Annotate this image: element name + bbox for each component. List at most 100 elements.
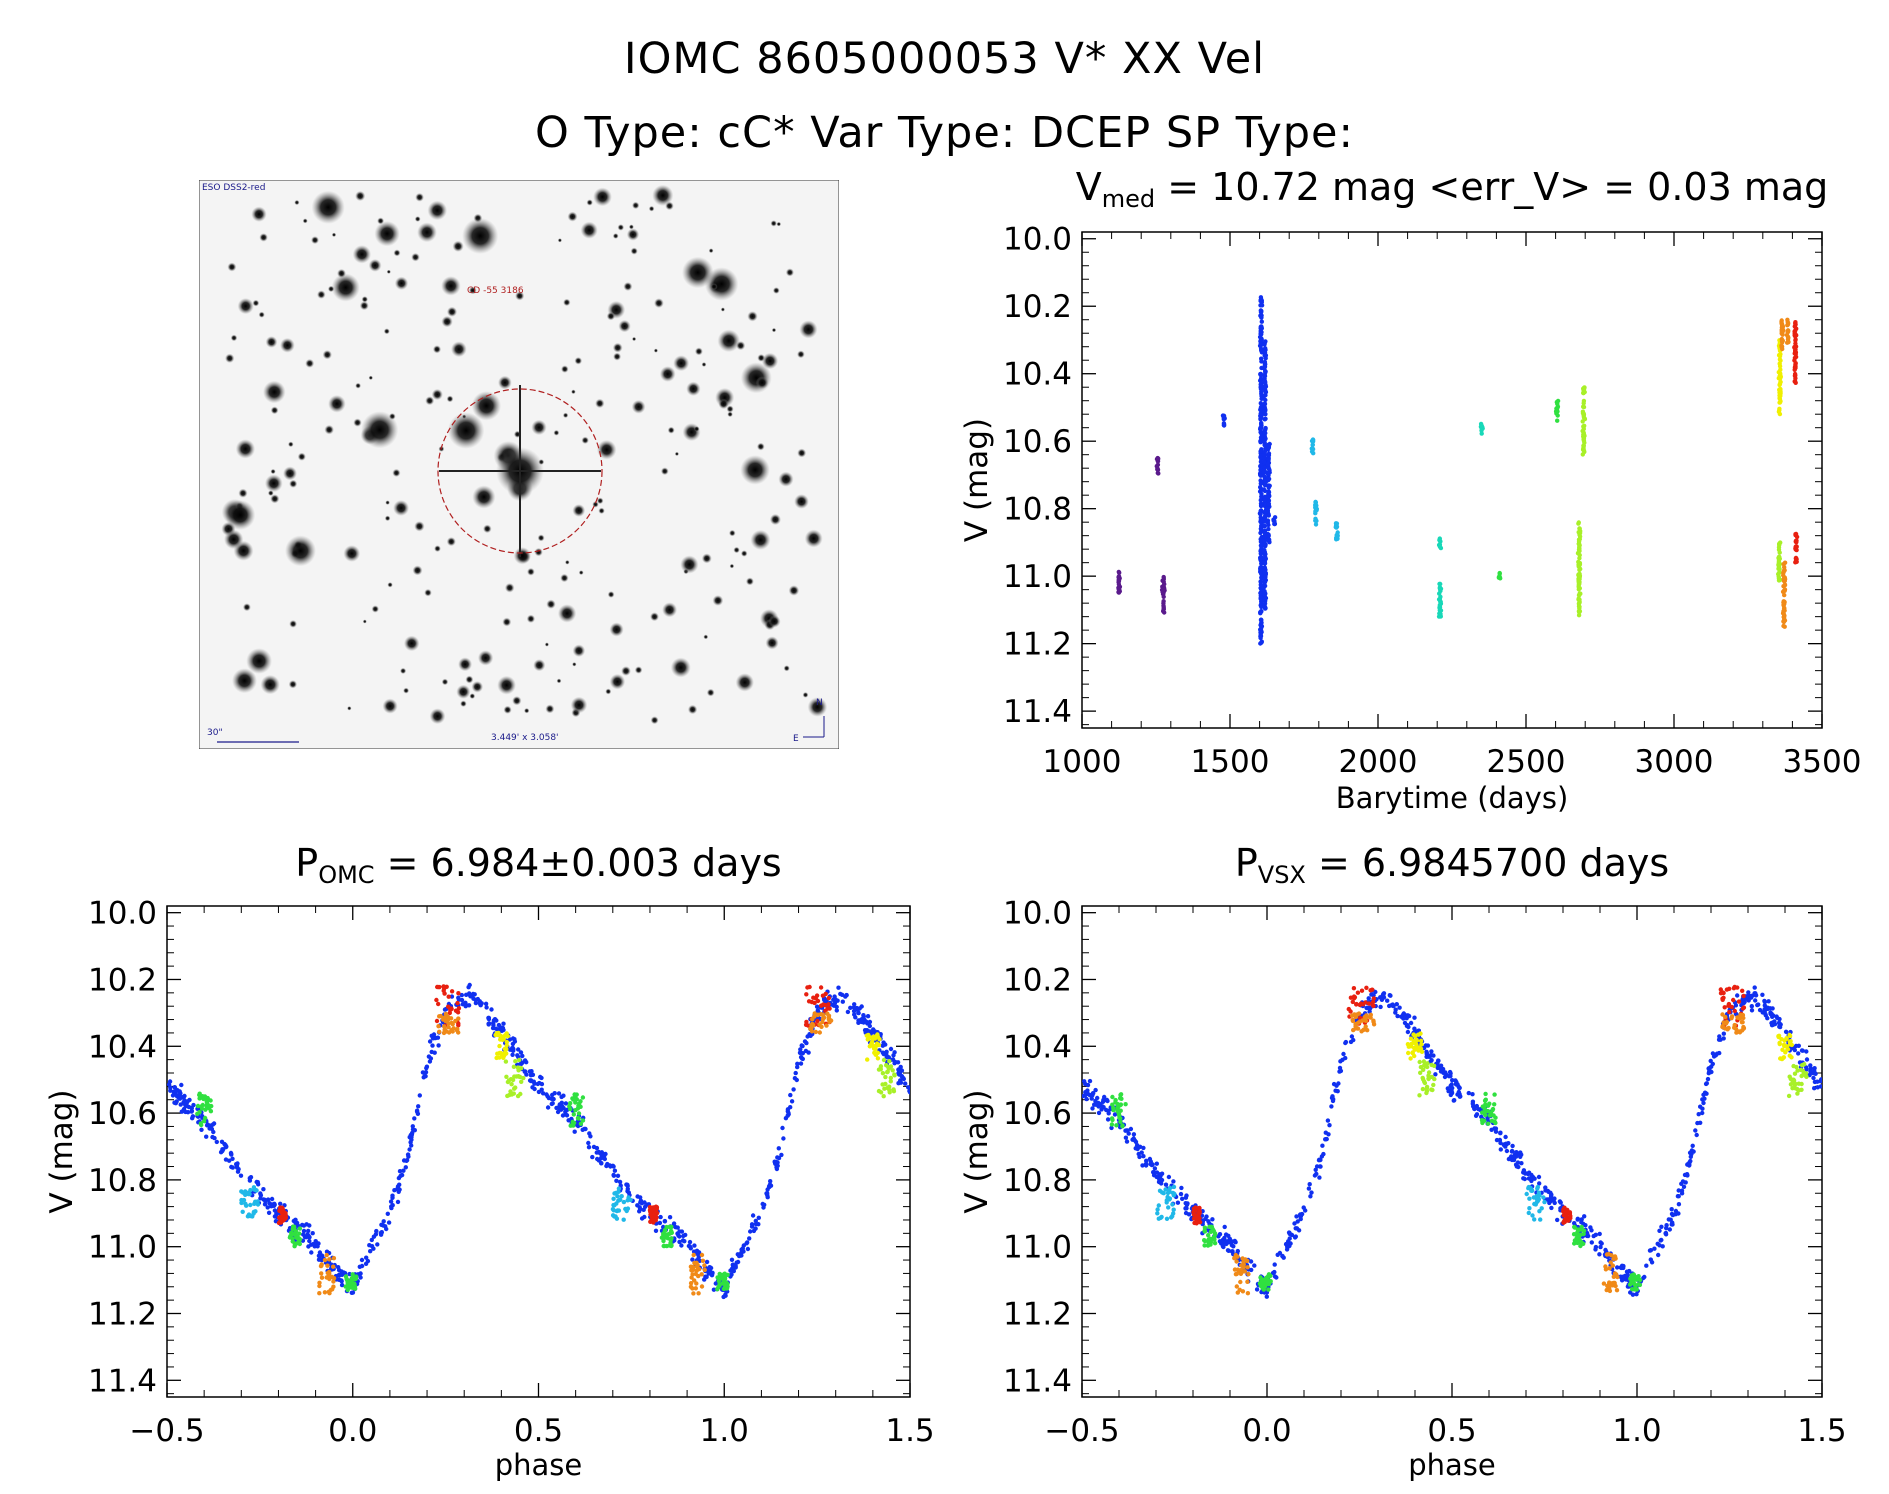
data-point [218, 1150, 224, 1155]
data-point [607, 1163, 612, 1168]
finder-star [652, 184, 674, 206]
data-point [281, 1216, 287, 1222]
data-point [1490, 1106, 1496, 1112]
data-point [1368, 1015, 1373, 1020]
data-point [1314, 1164, 1320, 1169]
finder-star [460, 700, 467, 707]
data-point [1263, 397, 1268, 403]
data-point [330, 1287, 335, 1292]
data-point [397, 1182, 402, 1187]
data-point [1258, 481, 1264, 486]
data-point [1657, 1228, 1662, 1234]
data-point [1597, 1252, 1602, 1257]
data-point [1378, 995, 1383, 1000]
data-point [707, 1265, 712, 1270]
data-point [437, 1029, 442, 1035]
data-point [455, 1026, 460, 1032]
data-point [1113, 1097, 1118, 1103]
data-point [199, 1127, 204, 1133]
data-point [702, 1263, 707, 1268]
data-point [1793, 373, 1798, 378]
data-point [450, 1021, 455, 1027]
data-point [872, 1035, 877, 1041]
data-point [1577, 534, 1583, 539]
data-point [1171, 1179, 1176, 1184]
data-point [292, 1244, 297, 1249]
data-point [1776, 557, 1782, 562]
data-point [1171, 1207, 1176, 1212]
finder-star [515, 291, 525, 301]
data-points [1116, 295, 1800, 646]
data-point [339, 1282, 345, 1288]
finder-star [527, 567, 535, 576]
data-point [1577, 556, 1582, 561]
data-point [319, 1271, 324, 1276]
data-point [793, 1070, 798, 1076]
point-group [1776, 540, 1783, 583]
finder-star [710, 283, 718, 290]
data-point [1779, 343, 1784, 348]
data-point [876, 1067, 882, 1072]
data-point [861, 1013, 866, 1018]
data-point [1163, 1182, 1169, 1187]
data-point [1466, 1090, 1472, 1096]
data-point [512, 1037, 517, 1042]
data-point [1252, 1263, 1257, 1268]
data-point [438, 1013, 443, 1019]
data-point [283, 1211, 288, 1216]
data-point [1776, 1034, 1782, 1040]
y-tick-label: 10.4 [88, 1029, 157, 1065]
data-point [396, 1175, 402, 1181]
data-point [1582, 449, 1587, 455]
data-point [324, 1252, 329, 1258]
finder-star [322, 350, 332, 360]
data-point [1259, 319, 1265, 324]
finder-star [412, 565, 423, 576]
data-point [229, 1152, 234, 1157]
data-point [1785, 337, 1791, 342]
data-point [1327, 1123, 1332, 1128]
data-point [874, 1042, 879, 1048]
data-point [258, 1193, 264, 1198]
data-point [780, 1125, 785, 1131]
data-point [1453, 1078, 1458, 1083]
data-point [1156, 1203, 1162, 1208]
data-point [1387, 993, 1393, 998]
data-point [1249, 1267, 1254, 1273]
finder-star [524, 708, 530, 714]
data-point [1537, 1181, 1542, 1186]
finder-star [621, 666, 631, 676]
data-point [1721, 1031, 1727, 1036]
data-point [1659, 1237, 1664, 1243]
data-point [1217, 1239, 1223, 1244]
x-tick-label: 2500 [1487, 744, 1566, 780]
data-point [1220, 1244, 1226, 1249]
finder-star [802, 692, 809, 698]
data-point [544, 1092, 549, 1097]
data-point [1259, 604, 1264, 610]
finder-star [799, 320, 818, 339]
data-point [427, 1059, 433, 1064]
data-point [824, 1023, 829, 1028]
data-point [1334, 525, 1339, 530]
finder-star [572, 504, 586, 517]
data-point [1259, 326, 1265, 331]
data-point [1696, 1112, 1701, 1117]
finder-star [747, 311, 758, 322]
finder-star [462, 217, 499, 254]
finder-star [771, 327, 777, 333]
x-tick-label: −0.5 [129, 1413, 204, 1449]
point-group [1580, 385, 1588, 457]
finder-star [392, 468, 401, 477]
data-point [1575, 1216, 1581, 1222]
data-point [219, 1139, 225, 1145]
point-group [1309, 437, 1316, 456]
data-point [1258, 386, 1264, 392]
data-point [1455, 1092, 1460, 1097]
x-tick-label: 2000 [1339, 744, 1418, 780]
data-point [1259, 338, 1264, 343]
data-point [1688, 1150, 1694, 1155]
data-point [1612, 1280, 1617, 1286]
data-point [1576, 563, 1582, 568]
